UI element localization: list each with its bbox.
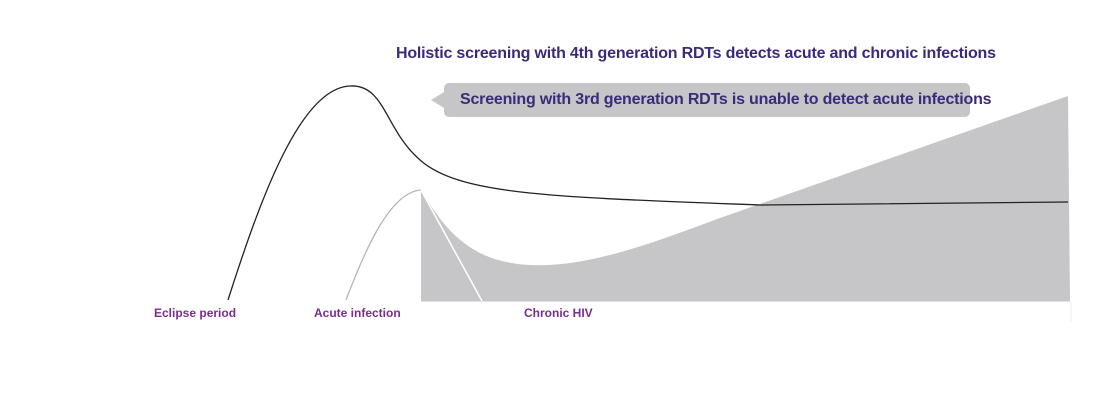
stage-label-acute: Acute infection [314,306,401,320]
fourth-gen-curve [227,85,1069,301]
callout-box: Screening with 3rd generation RDTs is un… [431,83,992,117]
antigen-curve [345,189,422,301]
stage-label-chronic: Chronic HIV [524,306,593,320]
diagram-title: Holistic screening with 4th generation R… [396,45,996,62]
shaded-detection-area [421,96,1070,301]
stage-label-eclipse: Eclipse period [154,306,237,320]
callout-text: Screening with 3rd generation RDTs is un… [460,91,992,108]
antigen-decline-line [420,189,483,302]
